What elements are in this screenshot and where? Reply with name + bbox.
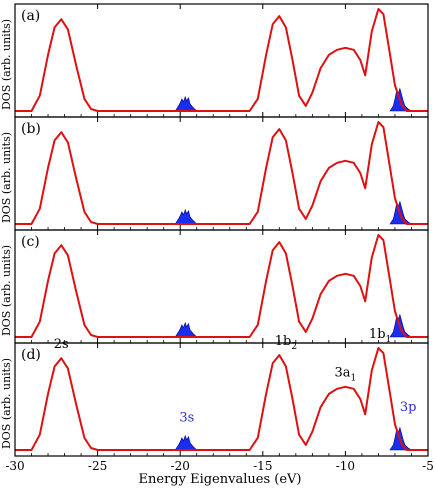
y-axis-label: DOS (arb. units)	[0, 358, 13, 449]
x-tick-label: -15	[253, 459, 272, 473]
y-axis-label: DOS (arb. units)	[0, 132, 13, 223]
peak-label: 1b2	[275, 334, 297, 352]
y-axis-label: DOS (arb. units)	[0, 245, 13, 336]
x-tick-label: -30	[5, 459, 24, 473]
panel-frame	[14, 229, 429, 344]
y-axis-label: DOS (arb. units)	[0, 19, 13, 110]
x-axis-label: Energy Eigenvalues (eV)	[139, 472, 302, 487]
pdos-3s-area	[174, 208, 198, 225]
total-dos-curve	[15, 347, 428, 451]
peak-label: 2s	[54, 337, 69, 352]
panel-frame	[14, 116, 429, 231]
x-axis: -30 -25 -20 -15 -10 -5	[5, 459, 434, 473]
panel-label: (d)	[21, 347, 41, 363]
x-tick-label: -5	[422, 459, 434, 473]
total-dos-curve	[15, 121, 428, 225]
y-axis-labels: DOS (arb. units) DOS (arb. units) DOS (arb…	[0, 19, 13, 449]
panel-frame	[14, 3, 429, 118]
panel-label: (b)	[21, 121, 41, 137]
panel-frame	[14, 342, 429, 457]
peak-label: 3s	[179, 410, 194, 425]
pdos-3s-area	[174, 95, 198, 112]
total-dos-curve	[15, 8, 428, 112]
pdos-3s-area	[174, 434, 198, 451]
peak-label: 1b1	[369, 327, 391, 345]
total-dos-curve	[15, 234, 428, 338]
x-tick-label: -25	[88, 459, 107, 473]
panels-group: (a) (b) (c) (d) 2s 1b2 3a1 1b1 3s 3p	[14, 3, 429, 457]
panel-4: (d) 2s 1b2 3a1 1b1 3s 3p	[14, 327, 429, 457]
peak-label: 3a1	[335, 366, 357, 384]
panel-label: (c)	[21, 234, 40, 250]
panel-3: (c)	[14, 229, 429, 344]
pdos-3s-area	[174, 321, 198, 338]
x-tick-label: -10	[336, 459, 355, 473]
panel-label: (a)	[21, 8, 40, 24]
peak-label: 3p	[400, 400, 417, 415]
panel-1: (a)	[14, 3, 429, 118]
x-tick-label: -20	[171, 459, 190, 473]
panel-2: (b)	[14, 116, 429, 231]
